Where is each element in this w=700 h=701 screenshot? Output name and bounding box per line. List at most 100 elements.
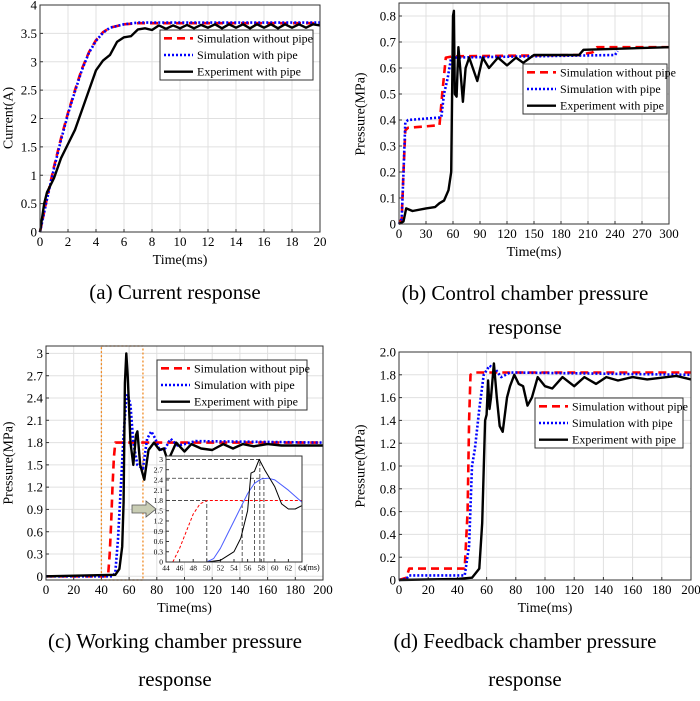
x-tick-label: 120 [564, 582, 584, 597]
y-tick-label: 1.2 [380, 436, 396, 451]
caption-b: (b) Control chamber pressure response [350, 276, 700, 344]
y-axis-label: Current(A) [2, 87, 17, 150]
x-tick-label: 20 [422, 582, 435, 597]
x-tick-label: 80 [509, 582, 522, 597]
x-tick-label: 48 [189, 564, 197, 573]
x-tick-label: 140 [594, 582, 614, 597]
arrow-icon [131, 500, 157, 518]
series-line [397, 50, 619, 225]
x-tick-label: 16 [258, 234, 272, 249]
x-tick-label: 0 [43, 582, 50, 597]
y-tick-label: 0 [31, 225, 38, 240]
x-tick-label: 20 [314, 234, 327, 249]
x-tick-label: 120 [497, 226, 517, 241]
x-tick-label: 20 [67, 582, 80, 597]
legend-label: Simulation with pipe [197, 48, 298, 62]
x-tick-label: 160 [258, 582, 278, 597]
y-tick-label: 0 [37, 569, 44, 584]
y-tick-label: 2.4 [154, 476, 164, 485]
caption-d: (d) Feedback chamber pressure response [350, 622, 700, 698]
y-tick-label: 2.0 [380, 345, 396, 360]
x-tick-label: 52 [217, 564, 225, 573]
y-tick-label: 1.4 [380, 413, 397, 428]
series-line [45, 352, 323, 578]
x-tick-label: 180 [551, 226, 571, 241]
x-tick-label: 60 [480, 582, 493, 597]
inset-border [165, 455, 303, 563]
x-tick-label: 6 [121, 234, 128, 249]
y-tick-label: 0.3 [27, 547, 43, 562]
x-axis-label: Time(ms) [507, 245, 562, 260]
y-tick-label: 2.1 [27, 413, 43, 428]
x-tick-label: 60 [447, 226, 460, 241]
y-tick-label: 0.3 [154, 547, 164, 556]
x-tick-label: 0 [396, 582, 403, 597]
y-tick-label: 0.5 [21, 196, 37, 211]
caption-b-line2: response [488, 315, 562, 339]
x-tick-label: 8 [149, 234, 156, 249]
plot-border [398, 2, 670, 225]
y-axis-label: Pressure(MPa) [354, 424, 369, 508]
x-tick-label: 80 [150, 582, 163, 597]
x-tick-label: 0 [37, 234, 44, 249]
x-tick-label: 18 [286, 234, 299, 249]
x-tick-label: 40 [451, 582, 464, 597]
y-tick-label: 1.5 [27, 457, 43, 472]
legend-label: Simulation without pipe [194, 361, 310, 375]
caption-d-line1: (d) Feedback chamber pressure [393, 629, 657, 653]
y-tick-label: 0.8 [380, 9, 396, 24]
inset-series-line [172, 500, 302, 563]
y-tick-label: 0.8 [380, 481, 396, 496]
y-tick-label: 0.4 [380, 527, 397, 542]
y-tick-label: 2.1 [154, 486, 164, 495]
y-tick-label: 0 [390, 573, 397, 588]
caption-d-line2: response [488, 667, 562, 691]
legend: Simulation without pipe Simulation with p… [534, 397, 688, 449]
y-tick-label: 1.8 [154, 496, 164, 505]
x-tick-label: 54 [230, 564, 238, 573]
x-tick-label: 120 [202, 582, 222, 597]
x-axis-label: Time(ms) [518, 601, 573, 616]
y-tick-label: 2 [31, 111, 38, 126]
y-tick-label: 0.2 [380, 165, 396, 180]
y-tick-label: 0.6 [380, 61, 397, 76]
series-line [38, 21, 320, 233]
chart-c: 0 20 40 60 80 100 120 140 160 180 20000.30.60.91.2… [2, 345, 333, 616]
x-tick-label: 180 [286, 582, 306, 597]
y-tick-label: 1.2 [27, 480, 43, 495]
y-tick-label: 0.9 [154, 527, 164, 536]
x-tick-label: 60 [271, 564, 279, 573]
series-line [398, 364, 692, 582]
y-tick-label: 0.4 [380, 113, 397, 128]
y-tick-label: 1 [31, 168, 38, 183]
inset-chart: 44 46 48 50 52 54 56 58 60 62 64 0 0.30.60.91.2 1.51.… [154, 455, 320, 572]
legend-label: Simulation with pipe [194, 378, 295, 392]
legend-label: Simulation without pipe [560, 65, 676, 79]
x-tick-label: 4 [93, 234, 100, 249]
x-tick-label: 50 [203, 564, 211, 573]
legend-label: Experiment with pipe [572, 433, 676, 447]
x-tick-label: 150 [524, 226, 544, 241]
x-tick-label: 62 [285, 564, 293, 573]
y-tick-label: 0.2 [380, 550, 396, 565]
y-tick-label: 1.6 [380, 390, 397, 405]
legend: Simulation without pipe Simulation with p… [159, 29, 314, 81]
y-tick-label: 3.5 [21, 26, 37, 41]
y-tick-label: 2.7 [27, 368, 44, 383]
y-tick-label: 1.5 [21, 139, 37, 154]
x-tick-label: 180 [652, 582, 672, 597]
legend-label: Experiment with pipe [197, 65, 301, 79]
series-line [398, 362, 692, 582]
legend-label: Experiment with pipe [560, 99, 664, 113]
x-tick-label: 200 [313, 582, 333, 597]
y-tick-label: 0.6 [154, 537, 164, 546]
y-tick-label: 1.8 [27, 435, 43, 450]
x-axis-label: Time(ms) [153, 253, 208, 268]
y-tick-label: 1.5 [154, 506, 164, 515]
legend: Simulation without pipe Simulation with p… [156, 359, 310, 411]
legend-label: Simulation with pipe [572, 416, 673, 430]
x-tick-label: 64 [298, 564, 306, 573]
chart-d: 0 20 40 60 80 100 120 140 160 180 200 0 0.2 0.4 0.6 0.8… [354, 345, 700, 616]
